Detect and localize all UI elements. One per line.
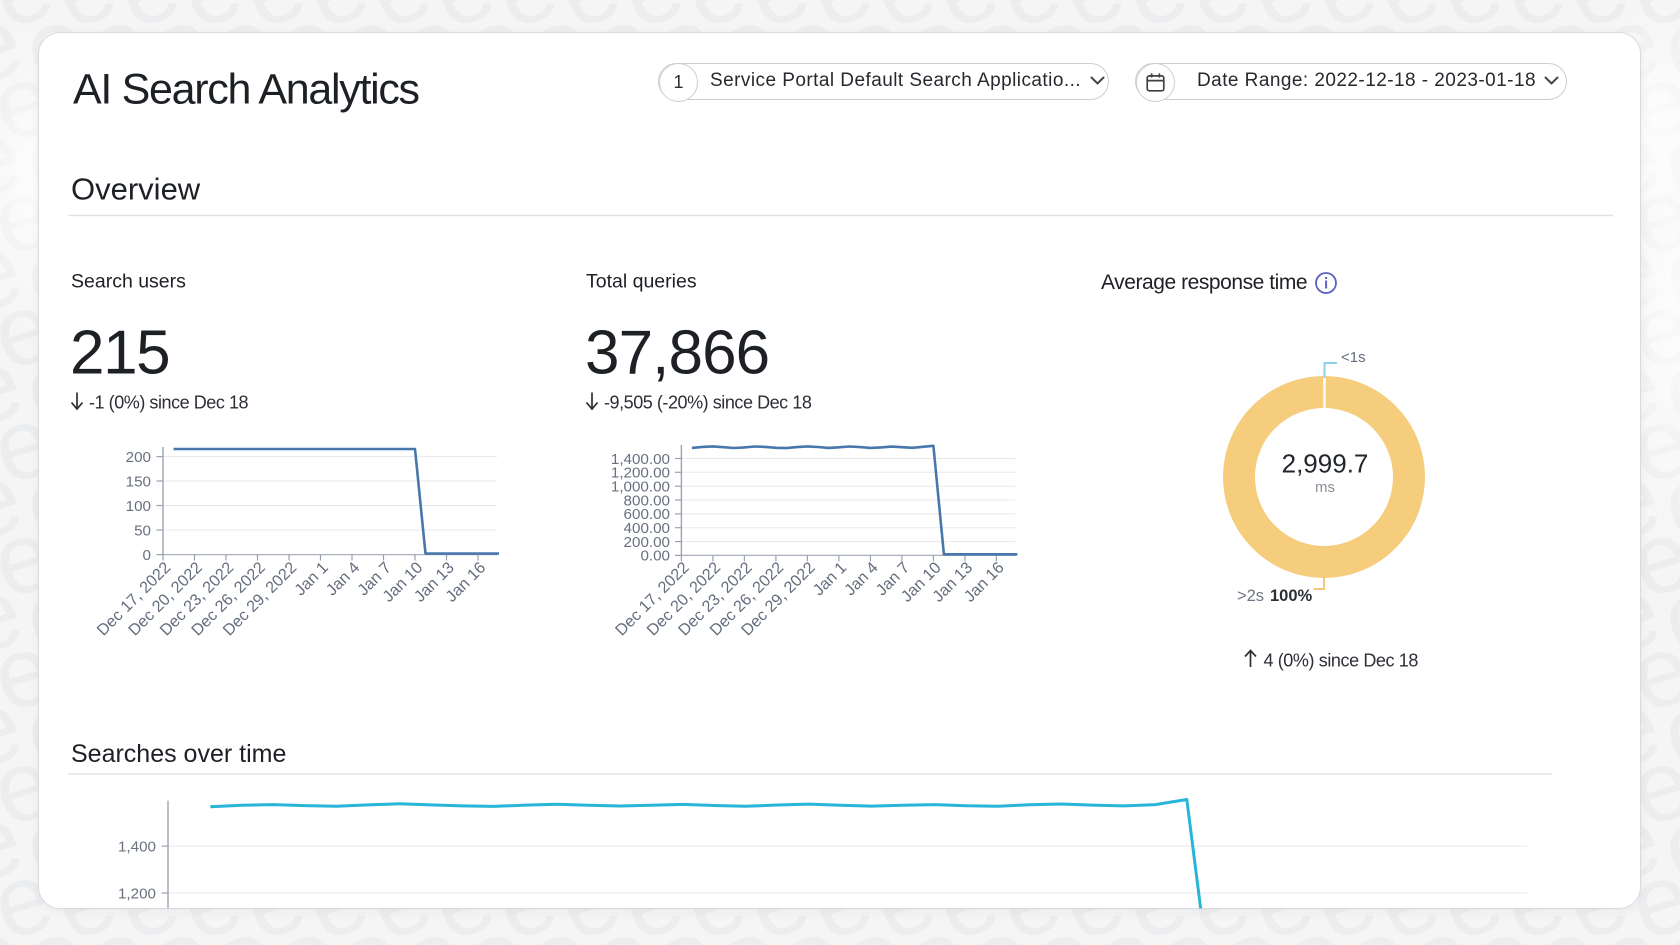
svg-text:1,200.00: 1,200.00	[611, 465, 670, 482]
svg-text:Jan 1: Jan 1	[809, 559, 850, 600]
svg-text:1,400: 1,400	[118, 838, 156, 855]
svg-text:1,200: 1,200	[118, 885, 156, 902]
svg-text:AI Search Analytics: AI Search Analytics	[73, 66, 419, 114]
svg-text:>2s: >2s	[1237, 587, 1264, 605]
svg-text:600.00: 600.00	[624, 506, 670, 523]
svg-text:Overview: Overview	[71, 172, 201, 207]
svg-text:37,866: 37,866	[585, 318, 769, 387]
svg-text:Average response time: Average response time	[1101, 271, 1307, 294]
svg-text:ms: ms	[1315, 479, 1335, 496]
svg-text:Searches over time: Searches over time	[71, 740, 286, 768]
svg-text:2,999.7: 2,999.7	[1282, 449, 1369, 479]
svg-text:1,400.00: 1,400.00	[611, 451, 670, 468]
svg-text:400.00: 400.00	[624, 520, 670, 537]
svg-text:1,000.00: 1,000.00	[611, 479, 670, 496]
svg-text:200.00: 200.00	[624, 534, 670, 551]
svg-text:150: 150	[126, 473, 151, 490]
svg-text:<1s: <1s	[1341, 349, 1366, 366]
svg-text:Jan 4: Jan 4	[841, 559, 882, 600]
svg-text:Jan 1: Jan 1	[291, 559, 332, 600]
svg-text:100: 100	[126, 498, 151, 515]
svg-text:200: 200	[126, 449, 151, 466]
svg-text:50: 50	[134, 522, 151, 539]
svg-text:0: 0	[143, 547, 151, 564]
svg-text:-9,505 (-20%) since Dec 18: -9,505 (-20%) since Dec 18	[604, 393, 812, 413]
svg-text:800.00: 800.00	[624, 492, 670, 509]
svg-text:100%: 100%	[1270, 587, 1313, 605]
svg-text:215: 215	[70, 318, 169, 387]
svg-text:Total queries: Total queries	[586, 271, 697, 293]
svg-text:Search users: Search users	[71, 271, 186, 293]
svg-text:0.00: 0.00	[640, 548, 670, 565]
svg-text:-1 (0%) since Dec 18: -1 (0%) since Dec 18	[89, 393, 249, 413]
svg-text:4 (0%) since Dec 18: 4 (0%) since Dec 18	[1264, 651, 1419, 671]
svg-text:Jan 4: Jan 4	[323, 559, 364, 600]
